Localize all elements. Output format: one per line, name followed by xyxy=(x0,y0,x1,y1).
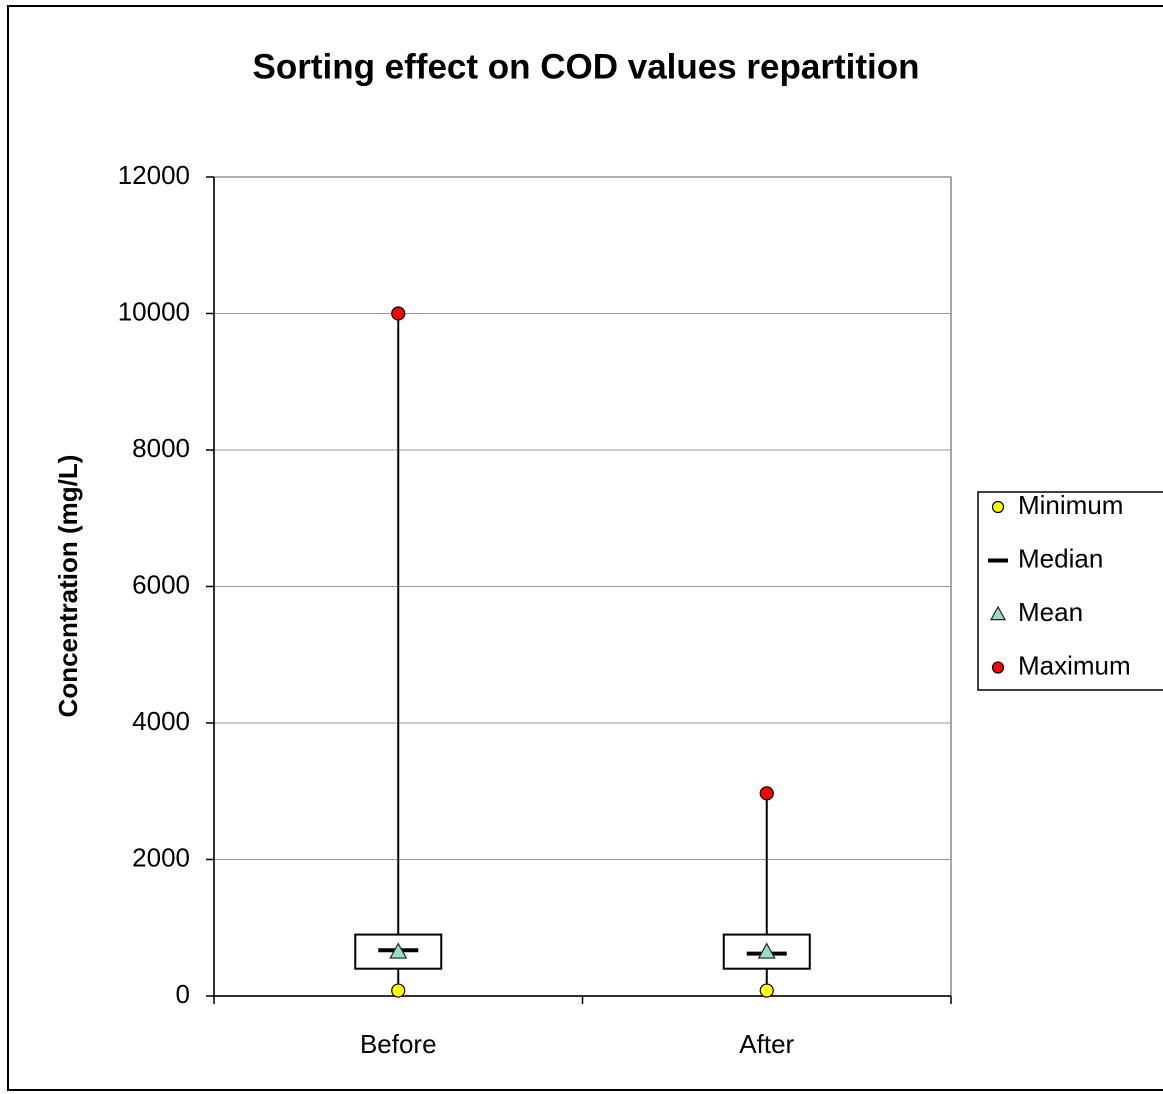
y-tick-label: 12000 xyxy=(118,160,190,190)
y-tick-label: 8000 xyxy=(132,433,190,463)
y-tick-label: 4000 xyxy=(132,706,190,736)
y-tick-label: 10000 xyxy=(118,296,190,326)
chart-title: Sorting effect on COD values repartition xyxy=(252,47,919,86)
legend-marker xyxy=(991,500,1005,514)
legend-marker xyxy=(991,661,1005,674)
legend-label: Mean xyxy=(1018,597,1083,627)
y-tick-label: 2000 xyxy=(132,842,190,872)
legend-label: Median xyxy=(1018,543,1103,573)
y-tick-label: 0 xyxy=(176,979,190,1009)
max-marker xyxy=(391,306,406,321)
legend-label: Minimum xyxy=(1018,490,1123,520)
legend-box xyxy=(977,491,1163,691)
y-tick-label: 6000 xyxy=(132,569,190,599)
min-marker xyxy=(391,983,406,998)
mean-marker xyxy=(757,942,776,959)
y-axis-label: Concentration (mg/L) xyxy=(53,455,83,718)
min-marker xyxy=(759,983,774,998)
x-tick-label: Before xyxy=(360,1029,437,1059)
legend-label: Maximum xyxy=(1018,650,1131,680)
legend-marker xyxy=(989,605,1007,621)
mean-marker xyxy=(389,942,408,959)
max-marker xyxy=(759,786,774,801)
x-tick-label: After xyxy=(739,1029,794,1059)
